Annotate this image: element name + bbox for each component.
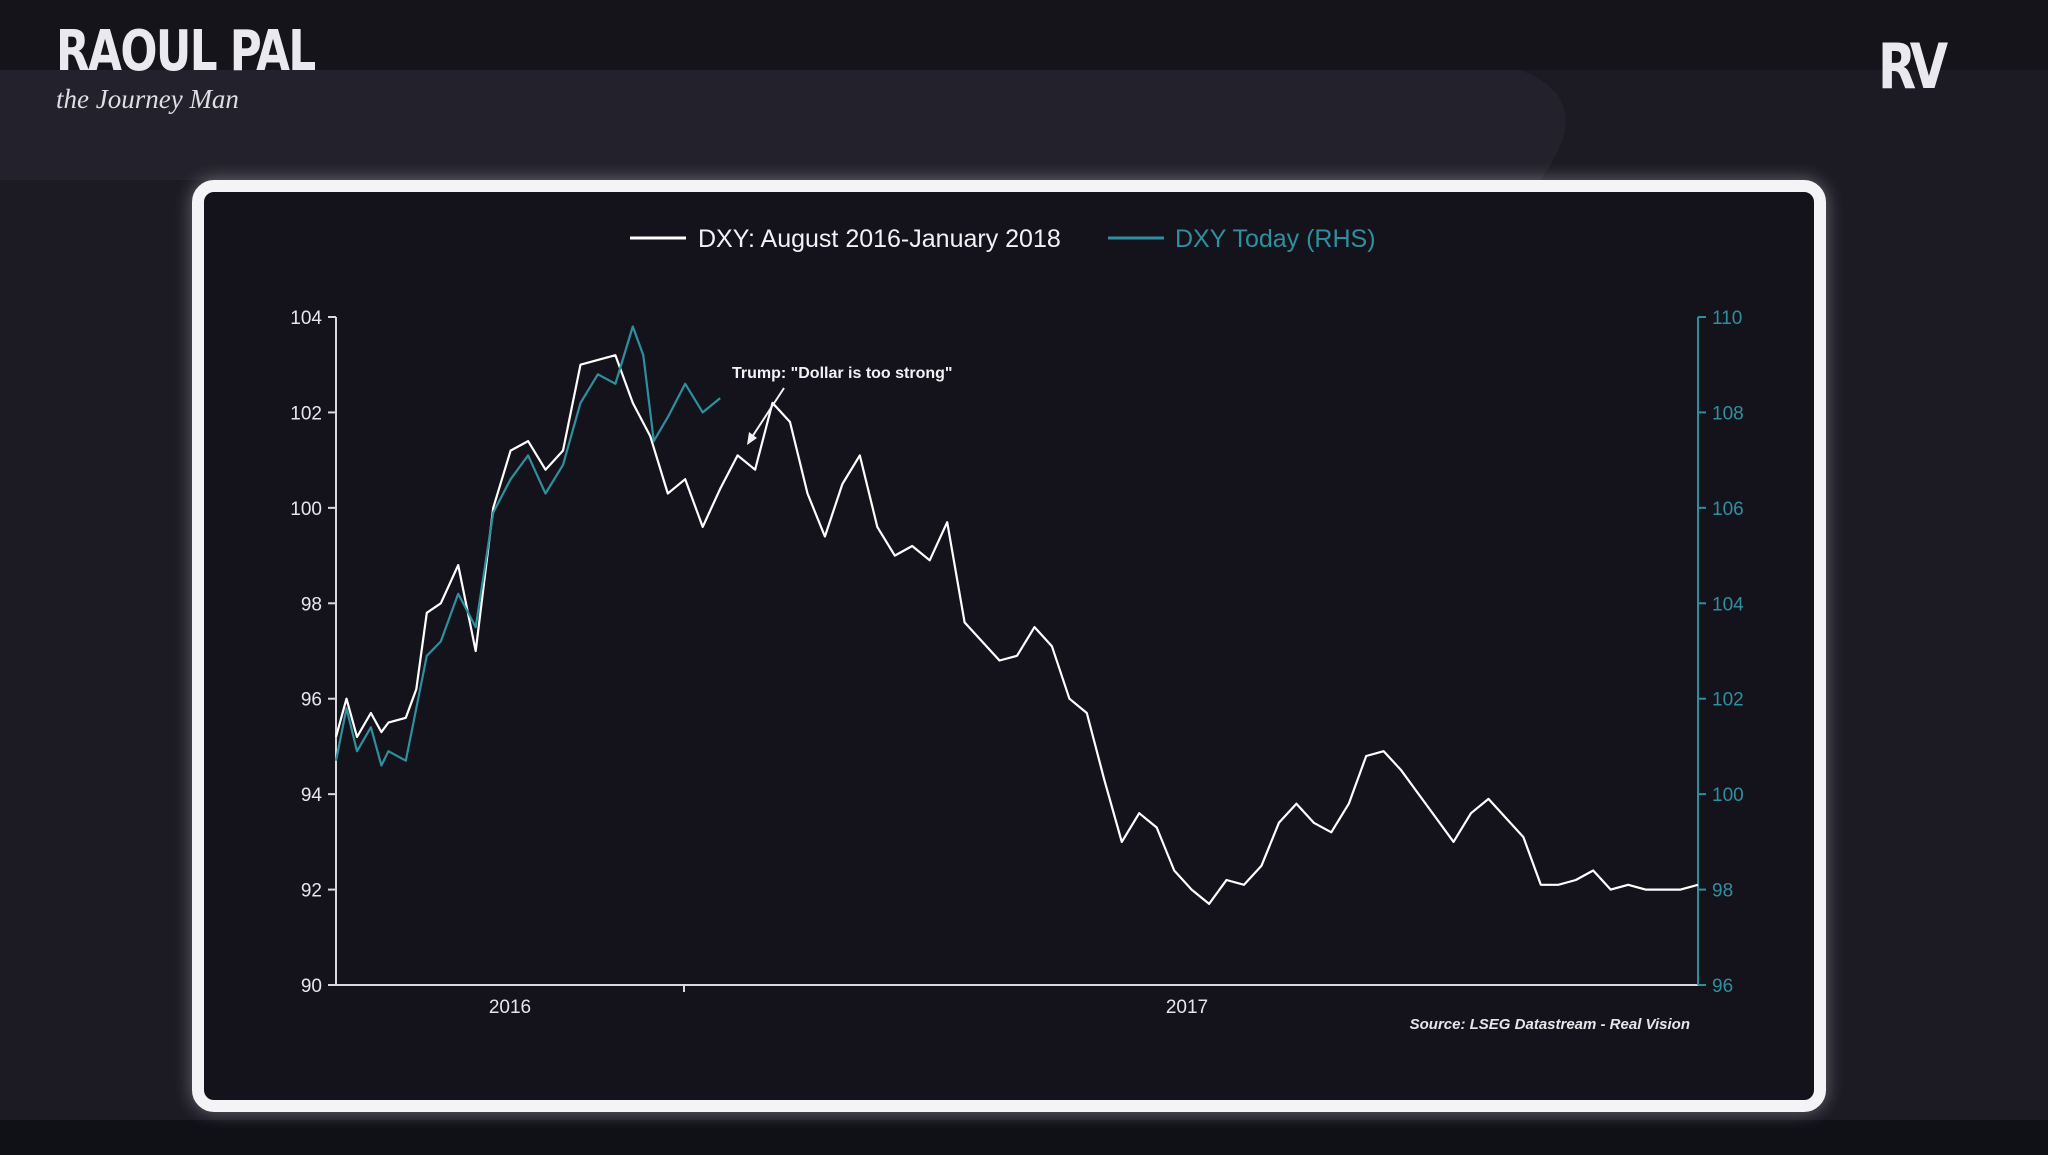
right-tick-label: 102	[1712, 690, 1744, 711]
right-tick-label: 106	[1712, 499, 1744, 520]
annotation-arrow	[751, 387, 785, 438]
right-tick-label: 108	[1712, 403, 1744, 424]
left-tick-label: 90	[301, 976, 322, 997]
left-tick-label: 96	[301, 690, 322, 711]
left-tick-label: 98	[301, 594, 322, 615]
dxy-chart: 104 102 100 98 96 94 92 90 110 108 106 104 102 100 98 9…	[290, 225, 1744, 1033]
brand-logo: RAOUL PAL the Journey Man	[56, 24, 388, 115]
x-tick-label: 2017	[1166, 997, 1208, 1018]
left-tick-label: 94	[301, 785, 323, 806]
annotation-text: Trump: "Dollar is too strong"	[732, 365, 953, 382]
left-tick-label: 100	[290, 499, 322, 520]
x-tick-label: 2016	[489, 997, 531, 1018]
rv-logo: RV	[1878, 30, 1948, 103]
source-note: Source: LSEG Datastream - Real Vision	[1410, 1016, 1690, 1033]
brand-name: RAOUL PAL	[56, 19, 316, 84]
left-tick-label: 102	[290, 403, 322, 424]
left-tick-label: 104	[290, 308, 322, 329]
series-line-dxy-2016-2018	[334, 354, 1699, 906]
annotation-arrowhead	[747, 432, 757, 445]
chart-frame: 104 102 100 98 96 94 92 90 110 108 106 104 102 100 98 9…	[192, 180, 1826, 1112]
series-line-dxy-today	[334, 325, 721, 767]
right-tick-label: 110	[1712, 308, 1742, 329]
left-tick-label: 92	[301, 881, 322, 902]
right-tick-label: 98	[1712, 881, 1733, 902]
right-tick-label: 104	[1712, 594, 1744, 615]
right-tick-label: 96	[1712, 976, 1733, 997]
right-tick-label: 100	[1712, 785, 1744, 806]
brand-tagline: the Journey Man	[56, 84, 239, 114]
legend-label-teal: DXY Today (RHS)	[1175, 225, 1376, 253]
legend-label-white: DXY: August 2016-January 2018	[698, 225, 1061, 253]
